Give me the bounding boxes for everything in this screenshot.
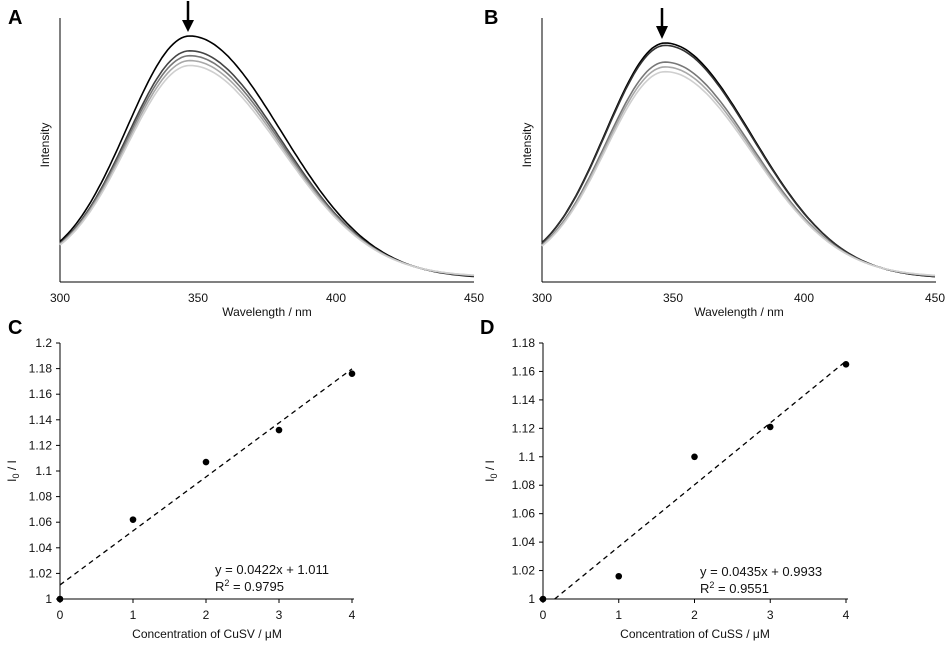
data-point: [842, 361, 850, 368]
panel-d-y-label: I0 / I: [483, 460, 499, 482]
panel-c-equation: y = 0.0422x + 1.011: [215, 562, 329, 577]
panel-a-x-label: Wavelength / nm: [222, 305, 312, 319]
panel-d-x-ticks: 0 1 2 3 4: [540, 599, 850, 622]
y-tick-label: 1.12: [512, 421, 536, 435]
y-tick-label: 1.04: [512, 535, 536, 549]
y-tick-label: 1.1: [35, 464, 52, 478]
panel-d-points: [539, 361, 850, 603]
panel-b-y-label: Intensity: [520, 123, 534, 168]
y-tick-label: 1.06: [512, 507, 536, 521]
panel-c-r-squared: R2 = 0.9795: [215, 578, 284, 594]
y-tick-label: 1.04: [29, 541, 53, 555]
y-tick-label: 1.02: [29, 566, 53, 580]
panel-a-curves: [59, 35, 475, 278]
panel-d: D 1 1.02 1.04 1.06 1.08 1.1 1.12 1.14 1.16 1.18 0…: [480, 317, 850, 641]
spectrum-line-2: [59, 49, 475, 277]
x-tick-label: 2: [691, 608, 698, 622]
panel-c-points: [56, 370, 356, 603]
spectrum-line-4: [59, 59, 475, 277]
data-point: [56, 595, 64, 603]
y-tick-label: 1.08: [29, 490, 53, 504]
panel-b-x-tick-label: 400: [794, 291, 814, 305]
y-tick-label: 1.16: [512, 364, 536, 378]
y-tick-label: 1.14: [29, 413, 53, 427]
panel-b-arrow-icon: [656, 8, 668, 39]
panel-c-y-label: I0 / I: [5, 460, 21, 482]
x-tick-label: 1: [615, 608, 622, 622]
y-tick-label: 1.18: [29, 362, 53, 376]
x-tick-label: 3: [276, 608, 283, 622]
panel-a-arrow-icon: [182, 1, 194, 32]
panel-a-y-label: Intensity: [38, 123, 52, 168]
spectrum-line-3: [59, 54, 475, 277]
x-tick-label: 4: [843, 608, 850, 622]
panel-d-letter: D: [480, 317, 494, 339]
panel-c-letter: C: [8, 317, 22, 339]
panel-a-x-tick-label: 350: [188, 291, 208, 305]
panel-a-x-tick-label: 400: [326, 291, 346, 305]
panel-a-letter: A: [8, 7, 22, 29]
y-tick-label: 1: [45, 592, 52, 606]
y-tick-label: 1.1: [518, 450, 535, 464]
x-tick-label: 3: [767, 608, 774, 622]
x-tick-label: 0: [57, 608, 64, 622]
panel-b-x-tick-label: 350: [663, 291, 683, 305]
panel-b-letter: B: [484, 7, 498, 29]
data-point: [539, 595, 547, 603]
panel-c-x-ticks: 0 1 2 3 4: [57, 599, 356, 622]
panel-d-x-label: Concentration of CuSS / μM: [620, 627, 770, 641]
y-tick-label: 1.18: [512, 336, 536, 350]
spectrum-line-5: [59, 64, 475, 276]
panel-c-x-label: Concentration of CuSV / μM: [132, 627, 282, 641]
x-tick-label: 0: [540, 608, 547, 622]
panel-d-y-ticks: 1 1.02 1.04 1.06 1.08 1.1 1.12 1.14 1.16 1.18: [512, 336, 543, 606]
spectrum-line-2: [541, 44, 936, 278]
x-tick-label: 1: [130, 608, 137, 622]
y-tick-label: 1.06: [29, 515, 53, 529]
data-point: [275, 426, 283, 434]
panel-a-x-tick-label: 300: [50, 291, 70, 305]
data-point: [615, 572, 623, 580]
trendline: [59, 368, 353, 586]
data-point: [129, 516, 137, 523]
data-point: [348, 370, 356, 378]
data-point: [766, 423, 774, 431]
panel-b: B Intensity 300 350 400 450 Wavelength /…: [484, 7, 945, 319]
panel-a: A Intensity 300 350 400 450 Wavelength /…: [8, 1, 484, 319]
spectrum-line-5: [541, 70, 936, 277]
panel-c-fit: [59, 368, 353, 586]
spectrum-line-4: [541, 66, 936, 277]
y-tick-label: 1.16: [29, 387, 53, 401]
y-tick-label: 1.14: [512, 393, 536, 407]
y-tick-label: 1.02: [512, 564, 536, 578]
panel-a-x-tick-label: 450: [464, 291, 484, 305]
panel-d-equation: y = 0.0435x + 0.9933: [700, 564, 822, 579]
x-tick-label: 4: [349, 608, 356, 622]
y-tick-label: 1.08: [512, 478, 536, 492]
y-tick-label: 1.12: [29, 438, 53, 452]
y-tick-label: 1: [528, 592, 535, 606]
panel-b-x-tick-label: 450: [925, 291, 945, 305]
panel-c-y-ticks: 1 1.02 1.04 1.06 1.08 1.1 1.12 1.14 1.16 1.18 1.2: [29, 336, 60, 606]
y-tick-label: 1.2: [35, 336, 52, 350]
panel-b-curves: [541, 42, 936, 278]
spectrum-line-3: [541, 61, 936, 277]
panel-b-x-tick-label: 300: [532, 291, 552, 305]
data-point: [691, 453, 698, 461]
data-point: [202, 458, 210, 466]
panel-d-r-squared: R2 = 0.9551: [700, 580, 769, 596]
panel-c: C 1 1.02 1.04 1.06 1.08 1.1 1.12 1.14 1.16 1.18 1.…: [5, 317, 356, 641]
panel-b-x-label: Wavelength / nm: [694, 305, 784, 319]
x-tick-label: 2: [203, 608, 210, 622]
